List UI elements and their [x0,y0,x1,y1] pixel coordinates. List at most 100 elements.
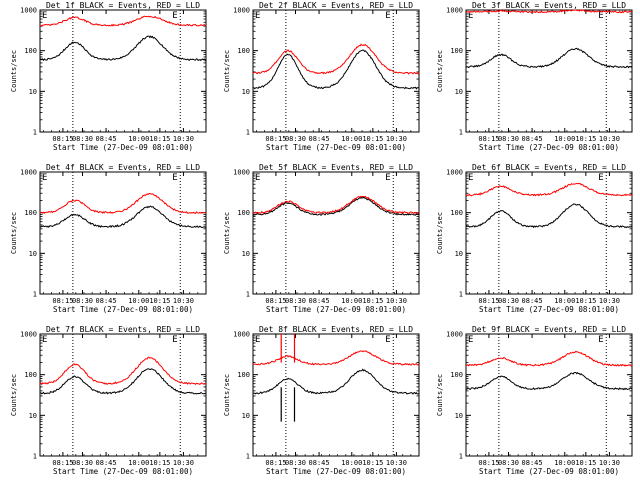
series-line-events [465,371,633,391]
marker-label: E [172,335,177,345]
x-tick-label: 10:15 [575,459,596,467]
y-axis-label: Counts/sec [436,374,444,416]
y-tick-label: 100 [24,371,37,379]
x-tick-label: 10:00 [128,135,149,143]
series-line-lld [465,182,633,197]
x-tick-label: 08:30 [498,135,519,143]
x-tick-label: 10:30 [386,135,407,143]
chart-title: Det 8f BLACK = Events, RED = LLD [259,325,413,334]
x-tick-label: 10:15 [575,135,596,143]
x-axis-label: Start Time (27-Dec-09 08:01:00) [479,305,619,314]
chart-panel: Det 3f BLACK = Events, RED = LLD 1 10 100 10… [436,1,633,152]
x-tick-label: 10:30 [599,297,620,305]
x-tick-label: 10:30 [173,297,194,305]
x-tick-label: 10:15 [149,135,170,143]
chart-title: Det 2f BLACK = Events, RED = LLD [259,1,413,10]
y-tick-label: 1000 [20,331,37,339]
marker-label: E [42,11,47,21]
x-tick-label: 08:45 [522,135,543,143]
series-line-events [39,368,207,395]
x-tick-label: 08:15 [265,135,286,143]
x-tick-label: 08:15 [478,135,499,143]
y-tick-label: 100 [237,209,250,217]
series-line-events [465,203,633,229]
y-tick-label: 10 [242,88,250,96]
y-tick-label: 10 [29,412,37,420]
y-axis-label: Counts/sec [10,50,18,92]
x-tick-label: 10:00 [341,297,362,305]
x-axis-label: Start Time (27-Dec-09 08:01:00) [266,143,406,152]
y-axis-label: Counts/sec [223,212,231,254]
marker-label: E [42,335,47,345]
x-tick-label: 08:30 [72,459,93,467]
y-tick-label: 100 [24,209,37,217]
x-tick-label: 10:15 [362,297,383,305]
y-axis-label: Counts/sec [436,50,444,92]
plot-frame [39,333,207,457]
x-axis-label: Start Time (27-Dec-09 08:01:00) [53,305,193,314]
x-tick-label: 08:30 [498,297,519,305]
y-tick-label: 1000 [20,7,37,15]
y-tick-label: 1000 [446,331,463,339]
marker-label: E [255,11,260,21]
series-line-lld [39,15,207,27]
y-axis-label: Counts/sec [436,212,444,254]
x-tick-label: 08:45 [96,297,117,305]
x-tick-label: 10:15 [362,459,383,467]
series-line-lld [252,195,420,215]
series-line-events [465,47,633,69]
x-tick-label: 08:30 [498,459,519,467]
series-line-lld [39,192,207,214]
x-axis-label: Start Time (27-Dec-09 08:01:00) [479,143,619,152]
marker-label: E [172,11,177,21]
y-tick-label: 100 [450,371,463,379]
x-axis-label: Start Time (27-Dec-09 08:01:00) [479,467,619,476]
x-tick-label: 08:15 [52,459,73,467]
x-tick-label: 10:00 [554,297,575,305]
y-tick-label: 10 [29,88,37,96]
y-tick-label: 100 [237,371,250,379]
x-tick-label: 10:00 [128,459,149,467]
y-tick-label: 10 [242,412,250,420]
x-tick-label: 08:30 [285,297,306,305]
y-tick-label: 1 [459,129,463,137]
plot-frame [252,171,420,295]
x-tick-label: 08:30 [285,135,306,143]
y-tick-label: 10 [455,250,463,258]
x-tick-label: 10:15 [575,297,596,305]
y-tick-label: 1 [459,453,463,461]
x-tick-label: 08:30 [72,297,93,305]
x-tick-label: 10:00 [128,297,149,305]
plot-frame [252,9,420,133]
y-tick-label: 10 [242,250,250,258]
series-line-events [39,35,207,62]
x-tick-label: 10:30 [599,459,620,467]
x-tick-label: 10:30 [599,135,620,143]
y-tick-label: 10 [455,88,463,96]
marker-label: E [255,173,260,183]
x-tick-label: 08:30 [72,135,93,143]
chart-panel: Det 6f BLACK = Events, RED = LLD 1 10 100 10… [436,163,633,314]
y-tick-label: 1 [33,453,37,461]
y-tick-label: 100 [450,209,463,217]
series-line-lld [252,43,420,75]
chart-title: Det 5f BLACK = Events, RED = LLD [259,163,413,172]
x-tick-label: 08:45 [522,459,543,467]
x-axis-label: Start Time (27-Dec-09 08:01:00) [266,467,406,476]
x-tick-label: 10:15 [149,459,170,467]
x-tick-label: 08:15 [52,297,73,305]
marker-label: E [255,335,260,345]
marker-label: E [385,335,390,345]
y-tick-label: 1 [246,453,250,461]
x-tick-label: 08:30 [285,459,306,467]
plot-frame [465,9,633,133]
chart-panel: Det 9f BLACK = Events, RED = LLD 1 10 100 10… [436,325,633,476]
plot-frame [39,9,207,133]
y-axis-label: Counts/sec [223,50,231,92]
marker-label: E [468,173,473,183]
chart-panel: Det 2f BLACK = Events, RED = LLD 1 10 100 10… [223,1,420,152]
chart-title: Det 7f BLACK = Events, RED = LLD [46,325,200,334]
y-tick-label: 100 [24,47,37,55]
series-line-events [252,196,420,216]
